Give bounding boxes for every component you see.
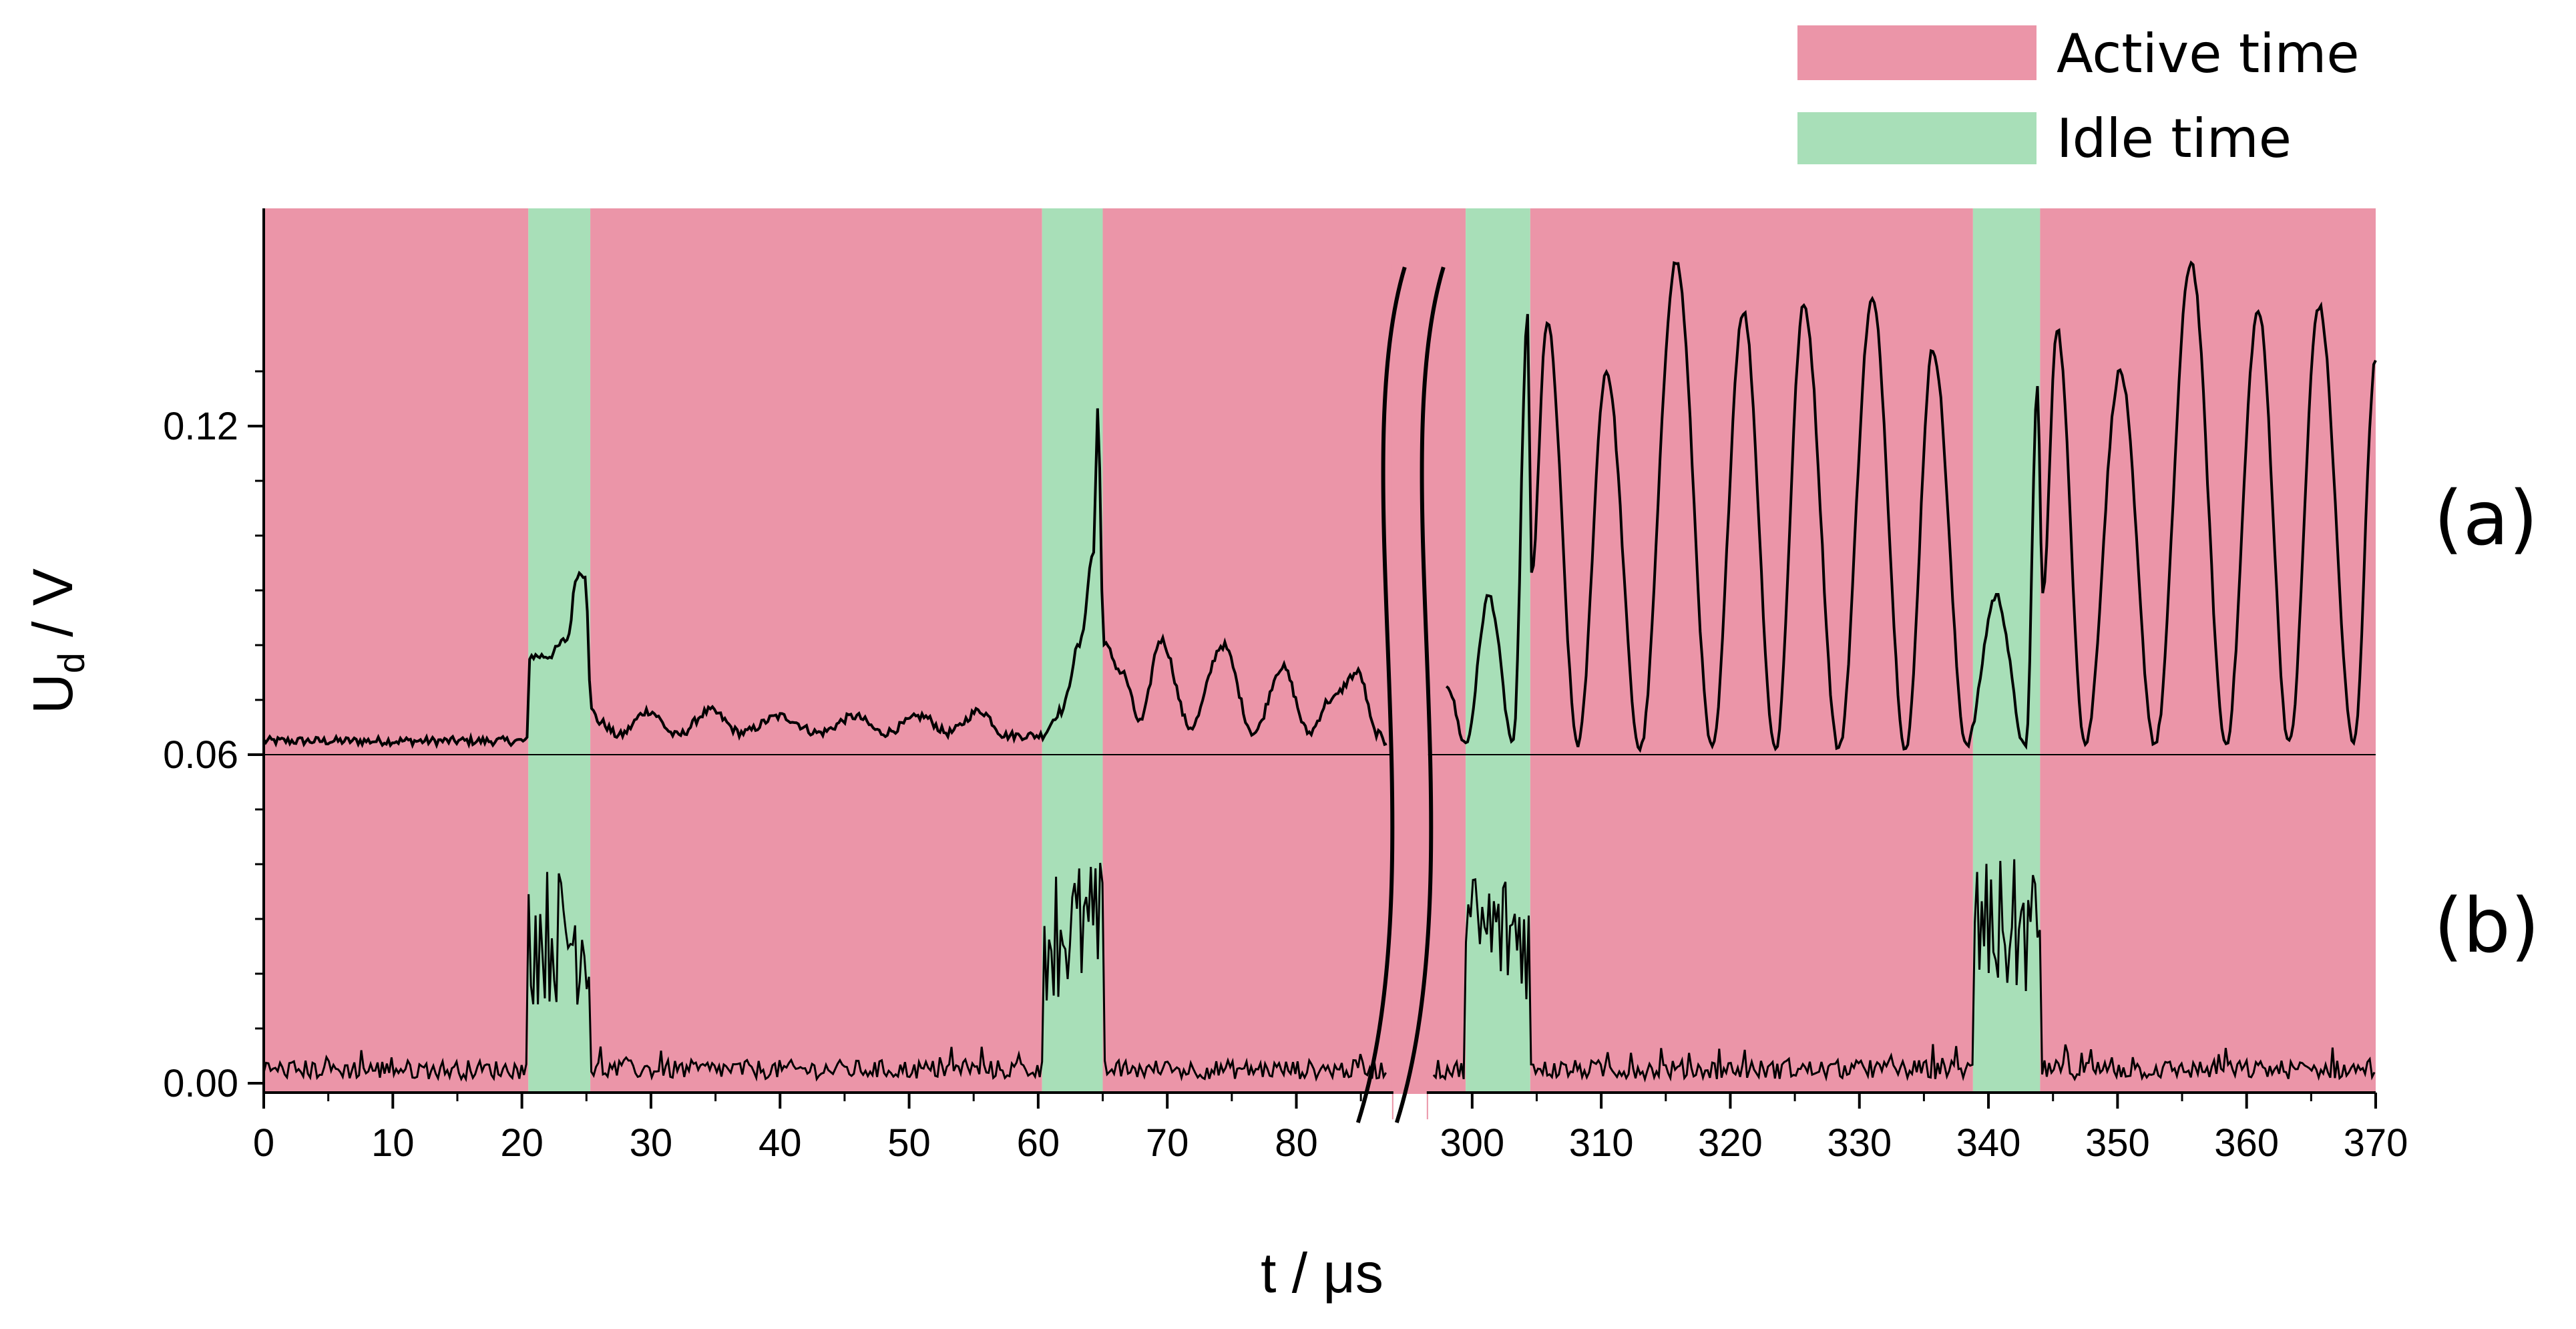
x-tick-label: 360 xyxy=(2214,1121,2279,1165)
y-axis-label: Ud / V xyxy=(21,568,92,714)
x-tick-label: 0 xyxy=(253,1121,274,1165)
legend-label-active: Active time xyxy=(2057,23,2360,85)
y-tick-label: 0.00 xyxy=(163,1062,238,1105)
y-axis-label-symbol: U xyxy=(21,673,84,714)
idle-region xyxy=(1042,208,1103,1093)
active-region xyxy=(264,208,529,1093)
series-a xyxy=(262,260,2377,753)
series-b-line-left xyxy=(262,862,1387,1083)
series-b xyxy=(262,859,2376,1083)
legend-label-idle: Idle time xyxy=(2057,108,2292,170)
x-tick-label: 30 xyxy=(630,1121,673,1165)
y-axis-label-unit: / V xyxy=(21,568,84,652)
legend: Active time Idle time xyxy=(1797,23,2360,170)
x-tick-label: 10 xyxy=(371,1121,415,1165)
active-region xyxy=(1530,208,1973,1093)
x-tick-label: 60 xyxy=(1017,1121,1060,1165)
x-tick-label: 320 xyxy=(1698,1121,1763,1165)
active-region xyxy=(590,208,1042,1093)
x-tick-label: 340 xyxy=(1956,1121,2021,1165)
legend-swatch-idle xyxy=(1797,112,2036,164)
y-tick-label: 0.06 xyxy=(163,733,238,777)
x-tick-label: 20 xyxy=(500,1121,544,1165)
series-a-line-left xyxy=(262,408,1387,749)
x-tick-label: 310 xyxy=(1569,1121,1634,1165)
axis-break-mark xyxy=(1355,264,1446,1134)
legend-swatch-active xyxy=(1797,25,2036,80)
x-tick-label: 300 xyxy=(1440,1121,1504,1165)
panel-label-a: (a) xyxy=(2434,476,2538,562)
x-tick-label: 330 xyxy=(1827,1121,1892,1165)
x-tick-label: 370 xyxy=(2344,1121,2408,1165)
x-tick-label: 40 xyxy=(759,1121,802,1165)
x-ticks: 0 10 20 30 40 50 60 70 80 300 310 320 330 340 350 360 37… xyxy=(253,1093,2408,1165)
axes xyxy=(262,208,2376,1094)
x-tick-label: 50 xyxy=(887,1121,931,1165)
series-b-line-right xyxy=(1432,859,2376,1083)
axis-break-line-2 xyxy=(1394,266,1446,1123)
x-tick-label: 80 xyxy=(1275,1121,1318,1165)
x-axis-label: t / μs xyxy=(1261,1242,1383,1304)
series-a-line-right xyxy=(1445,260,2377,753)
x-tick-label: 70 xyxy=(1146,1121,1189,1165)
panel-label-b: (b) xyxy=(2434,883,2539,970)
axis-break-line-1 xyxy=(1355,266,1407,1123)
y-ticks: 0.00 0.06 0.12 xyxy=(163,370,264,1105)
y-axis-label-subscript: d xyxy=(50,652,92,673)
x-tick-label: 350 xyxy=(2085,1121,2150,1165)
y-tick-label: 0.12 xyxy=(163,405,238,448)
